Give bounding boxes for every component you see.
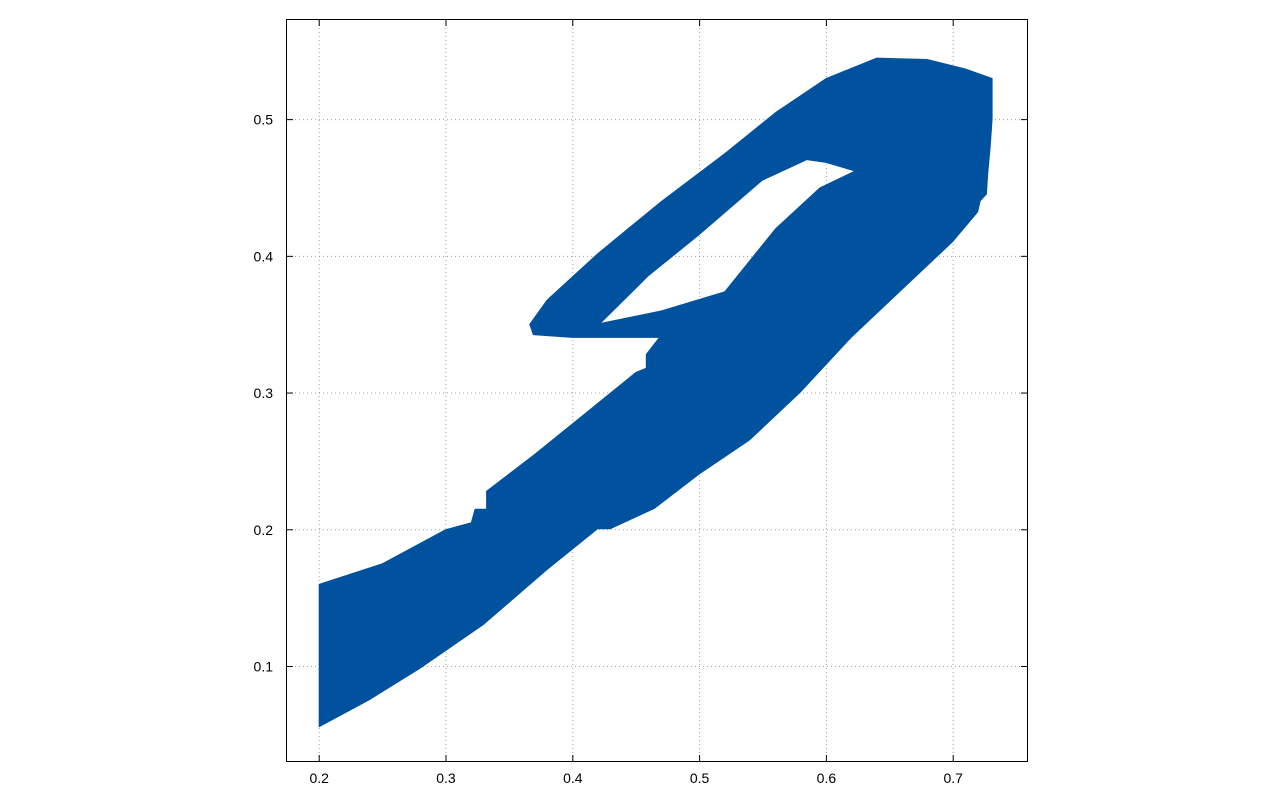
- x-tick-label: 0.4: [563, 770, 583, 786]
- x-tick-label: 0.6: [817, 770, 837, 786]
- y-tick-label: 0.4: [254, 248, 274, 264]
- tick-labels: 0.2 0.3 0.4 0.5 0.6 0.7 0.1 0.2 0.3 0.4 0.5: [254, 112, 964, 786]
- y-tick-label: 0.1: [254, 658, 274, 674]
- y-tick-label: 0.2: [254, 522, 274, 538]
- filled-region: [318, 57, 993, 728]
- plot-frame: [286, 19, 1028, 762]
- x-tick-label: 0.5: [690, 770, 710, 786]
- tick-marks: [287, 20, 1027, 761]
- x-tick-label: 0.7: [943, 770, 963, 786]
- y-tick-label: 0.3: [254, 385, 274, 401]
- x-tick-label: 0.2: [309, 770, 329, 786]
- x-tick-label: 0.3: [436, 770, 456, 786]
- y-tick-label: 0.5: [254, 112, 274, 128]
